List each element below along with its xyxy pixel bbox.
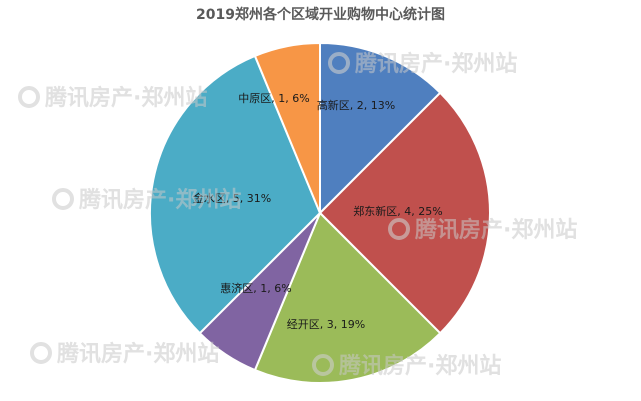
pie-slice-5 xyxy=(149,54,322,335)
slice-data-label: 经开区, 3, 19% xyxy=(287,318,365,331)
chart-title: 2019郑州各个区域开业购物中心统计图 xyxy=(196,7,445,23)
pie-slice-6 xyxy=(253,41,321,214)
pie-slice-3 xyxy=(253,211,442,384)
slice-data-label: 高新区, 2, 13% xyxy=(317,98,395,112)
pie-slices xyxy=(149,41,491,384)
slice-data-label: 郑东新区, 4, 25% xyxy=(353,204,442,218)
pie-labels: 高新区, 2, 13% 郑东新区, 4, 25% 经开区, 3, 19% 惠济区, 1… xyxy=(193,92,443,331)
slice-data-label: 中原区, 1, 6% xyxy=(238,92,309,105)
pie-slice-1 xyxy=(319,41,442,216)
slice-data-label: 金水区, 5, 31% xyxy=(193,191,271,205)
slice-data-label: 惠济区, 1, 6% xyxy=(220,281,291,295)
pie-slice-2 xyxy=(318,91,491,335)
